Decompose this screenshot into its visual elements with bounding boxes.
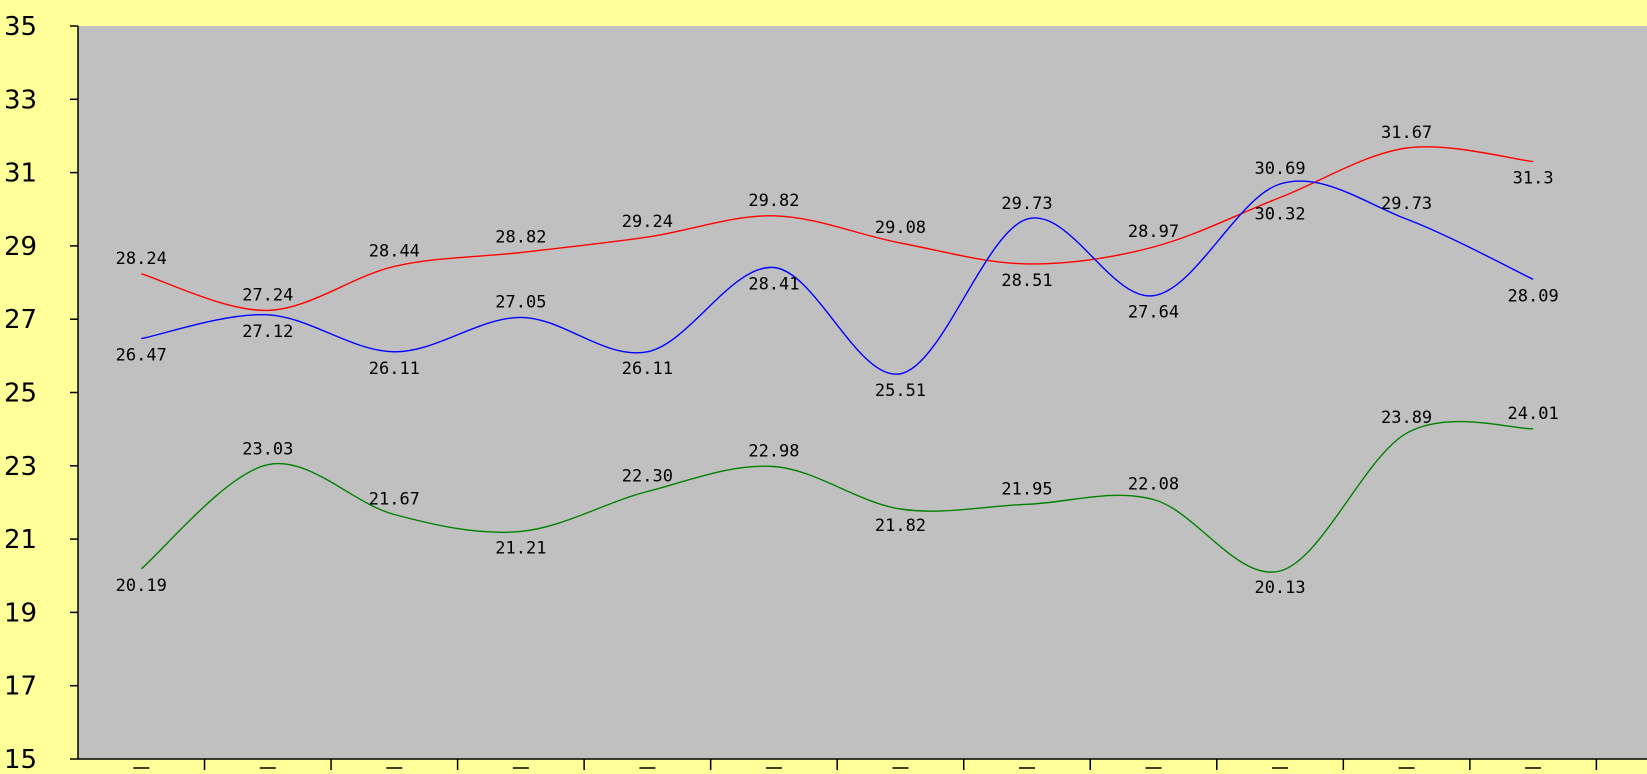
data-label: 25.51	[875, 381, 926, 401]
data-label: 20.13	[1254, 578, 1305, 598]
data-label: 31.3	[1513, 169, 1554, 189]
data-label: 28.41	[748, 275, 799, 295]
plot-area	[78, 26, 1647, 759]
series-line-1	[141, 146, 1534, 312]
data-label: 28.44	[369, 241, 420, 261]
data-label: 29.24	[622, 212, 673, 232]
data-label: 20.19	[116, 576, 167, 596]
data-label: 29.82	[748, 191, 799, 211]
data-label: 27.24	[242, 285, 293, 305]
data-label: 28.24	[116, 249, 167, 269]
y-tick-label: 27	[4, 305, 37, 335]
y-axis: 35 33 31 29 27 25 23 21 19 17 15	[4, 12, 79, 774]
series-line-2	[141, 180, 1534, 375]
data-label: 28.09	[1508, 286, 1559, 306]
y-tick-label: 23	[4, 452, 37, 482]
y-tick-label: 35	[4, 12, 37, 42]
data-label: 22.30	[622, 466, 673, 486]
data-label: 26.11	[369, 359, 420, 379]
y-tick-label: 19	[4, 598, 37, 628]
data-label: 24.01	[1508, 404, 1559, 424]
series-line-3	[140, 420, 1534, 573]
data-label: 28.51	[1001, 271, 1052, 291]
data-label: 21.67	[369, 490, 420, 510]
data-label: 21.21	[495, 538, 546, 558]
data-label: 27.12	[242, 322, 293, 342]
data-label: 21.82	[875, 516, 926, 536]
data-label: 30.32	[1254, 205, 1305, 225]
data-label: 29.08	[875, 218, 926, 238]
data-label: 27.64	[1128, 303, 1179, 323]
y-tick-label: 29	[4, 232, 37, 262]
y-tick-label: 31	[4, 159, 37, 189]
x-axis	[78, 758, 1647, 770]
data-label: 28.97	[1128, 222, 1179, 242]
y-tick-label: 15	[4, 745, 37, 770]
data-label: 31.67	[1381, 123, 1432, 143]
data-label: 29.73	[1381, 194, 1432, 214]
data-label: 28.82	[495, 227, 546, 247]
data-label: 21.95	[1001, 479, 1052, 499]
y-tick-label: 25	[4, 379, 37, 409]
y-tick-label: 17	[4, 672, 37, 702]
data-label: 23.89	[1381, 408, 1432, 428]
y-tick-label: 21	[4, 525, 37, 555]
data-label-layer: 28.24 27.24 28.44 28.82 29.24 29.82 29.08 28.51…	[116, 123, 1559, 598]
data-label: 22.08	[1128, 475, 1179, 495]
data-label: 27.05	[495, 292, 546, 312]
y-tick-label: 33	[4, 85, 37, 115]
data-label: 23.03	[242, 440, 293, 460]
data-label: 29.73	[1001, 194, 1052, 214]
data-label: 26.47	[116, 346, 167, 366]
data-label: 22.98	[748, 442, 799, 462]
data-label: 26.11	[622, 359, 673, 379]
series-layer	[140, 146, 1534, 573]
data-label: 30.69	[1254, 159, 1305, 179]
